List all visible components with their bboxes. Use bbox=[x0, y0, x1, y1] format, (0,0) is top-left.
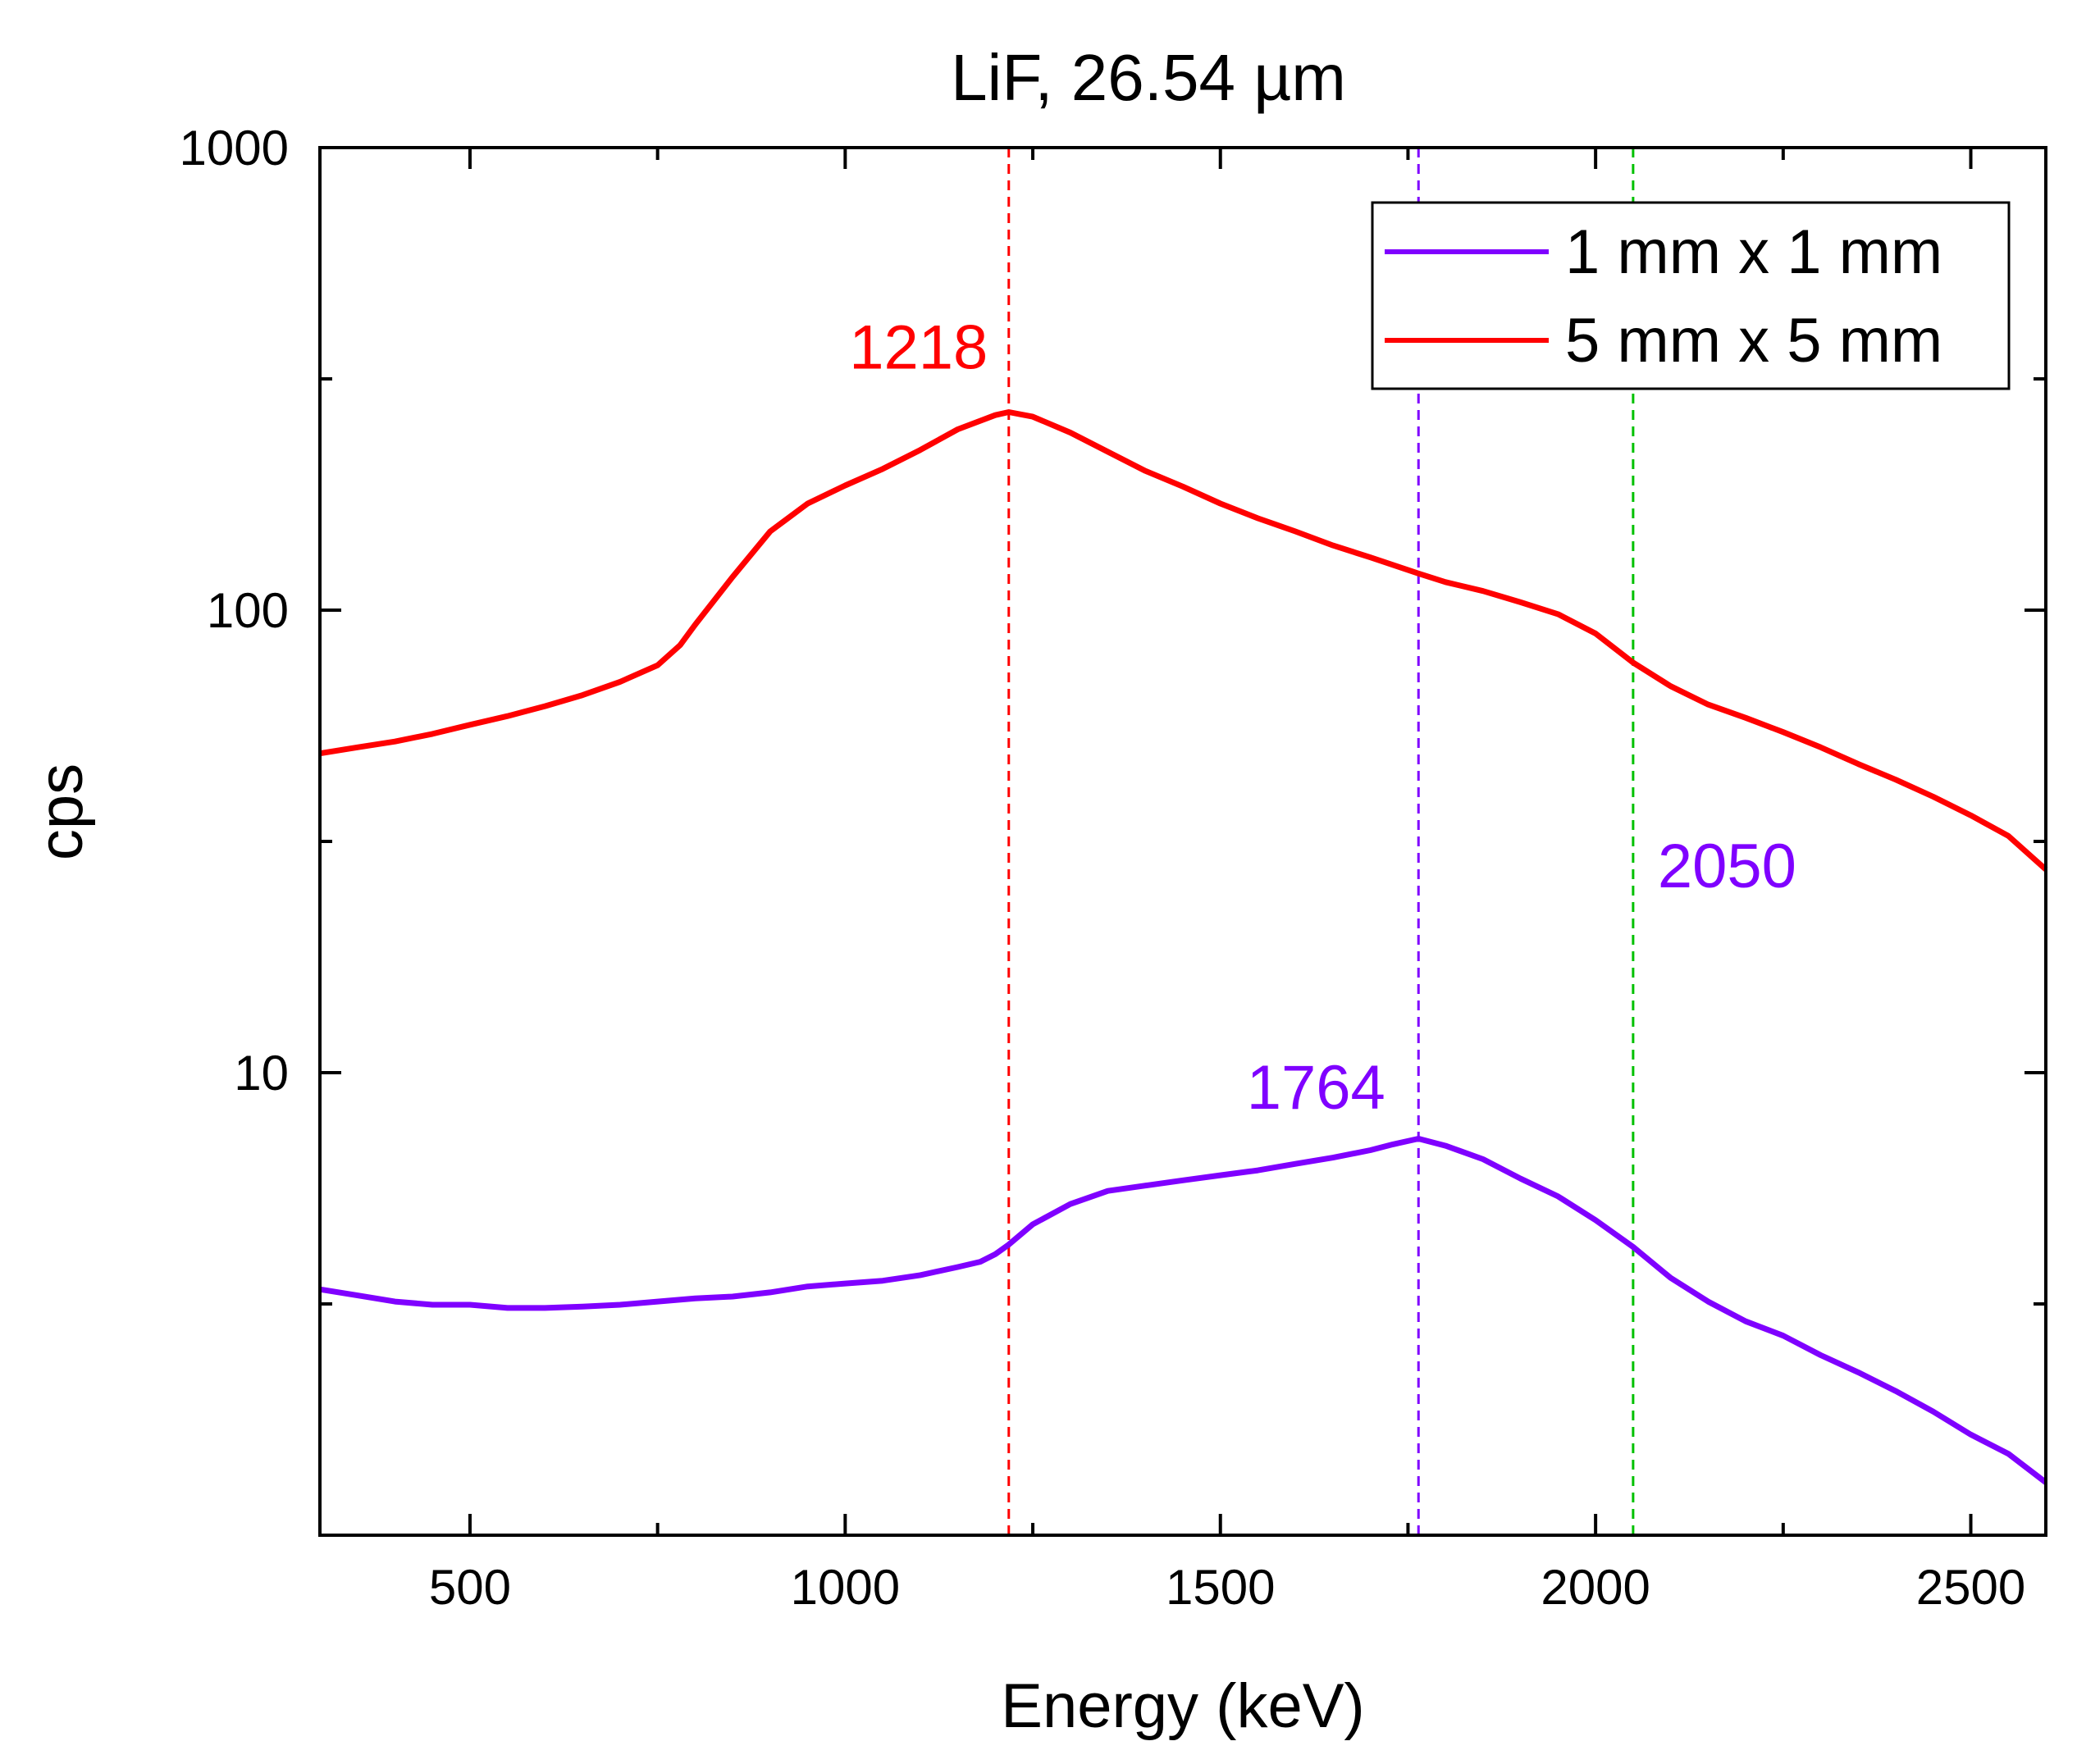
y-axis-label: cps bbox=[26, 763, 96, 860]
x-tick-label: 1500 bbox=[1166, 1560, 1275, 1615]
series-layer bbox=[319, 409, 2048, 1485]
annotation-1218: 1218 bbox=[849, 313, 988, 383]
series-line-0 bbox=[319, 1136, 2048, 1485]
annotation-1764: 1764 bbox=[1247, 1053, 1385, 1123]
y-tick-label: 1000 bbox=[180, 121, 289, 175]
x-axis-label: Energy (keV) bbox=[1001, 1671, 1365, 1741]
legend-label-5mm: 5 mm x 5 mm bbox=[1565, 306, 1942, 376]
legend-label-1mm: 1 mm x 1 mm bbox=[1565, 217, 1942, 287]
legend: 1 mm x 1 mm 5 mm x 5 mm bbox=[1371, 201, 2011, 390]
series-line-1 bbox=[319, 409, 2048, 872]
y-tick-label: 10 bbox=[234, 1046, 289, 1101]
y-tick-label: 100 bbox=[207, 583, 289, 638]
annotations: 1218 1764 2050 bbox=[849, 313, 1796, 1123]
x-tick-label: 500 bbox=[429, 1560, 511, 1615]
x-tick-label: 1000 bbox=[791, 1560, 900, 1615]
x-tick-label: 2500 bbox=[1916, 1560, 2025, 1615]
x-tick-label: 2000 bbox=[1541, 1560, 1650, 1615]
legend-box bbox=[1371, 201, 2011, 390]
axis-ticks: 500 1000 1500 2000 2500 10 100 1000 bbox=[180, 121, 2046, 1615]
annotation-2050: 2050 bbox=[1658, 832, 1796, 901]
chart-title: LiF, 26.54 µm bbox=[951, 41, 1346, 114]
